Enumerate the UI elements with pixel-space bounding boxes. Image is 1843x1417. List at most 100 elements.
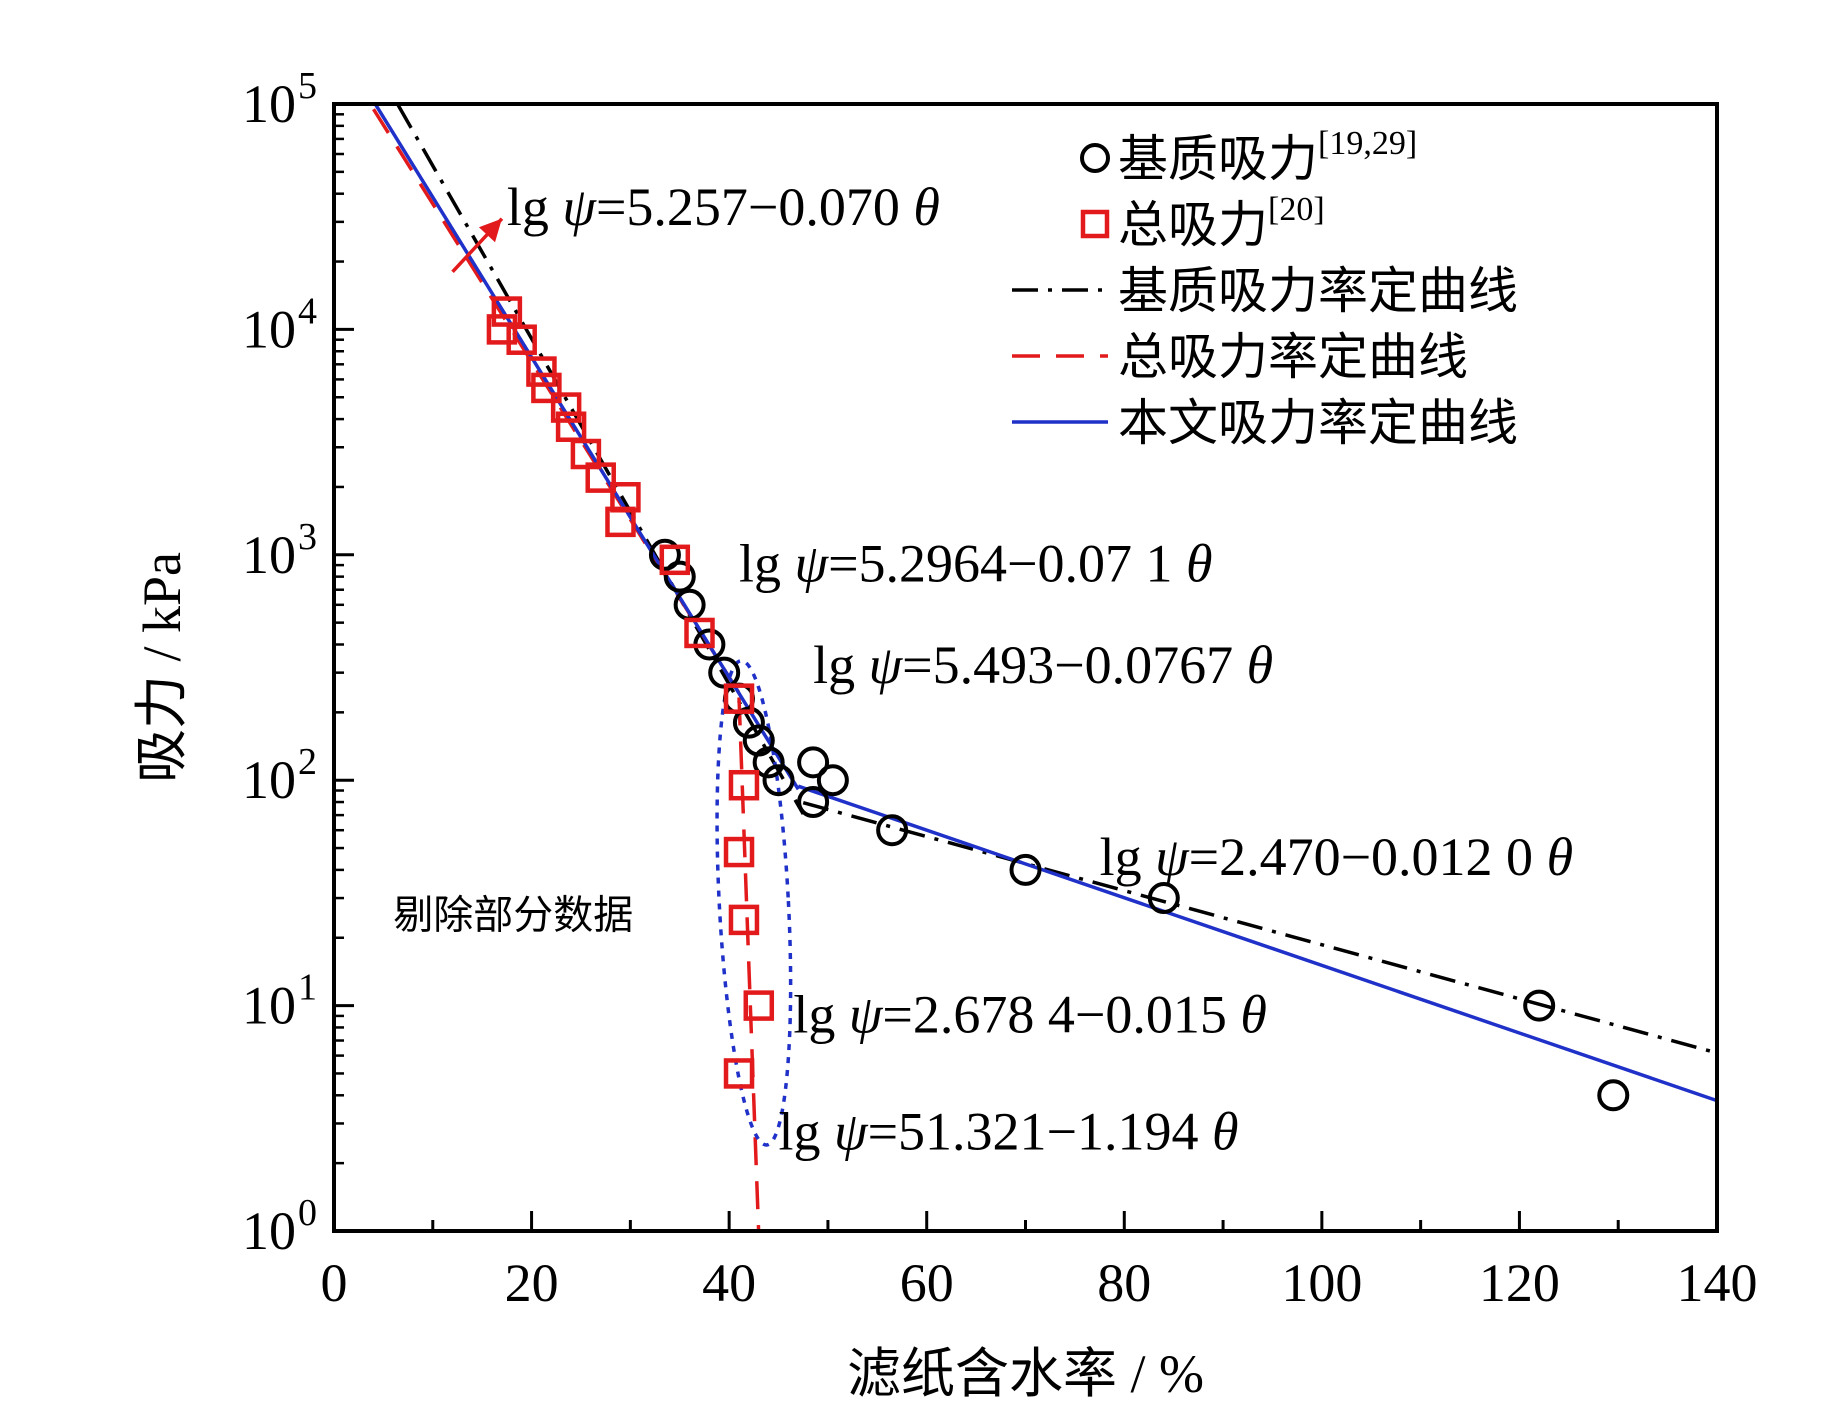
equation-rest: =5.257−0.070: [596, 177, 913, 237]
data-points: [486, 296, 1630, 1112]
total-suction-point: [605, 506, 636, 538]
y-tick-label: 10: [242, 299, 296, 359]
legend-name: 总吸力率定曲线: [1118, 329, 1468, 385]
equation-theta: θ: [1247, 635, 1274, 695]
x-tick-label: 140: [1677, 1253, 1758, 1313]
y-tick-exponent: 2: [298, 741, 317, 783]
equation-label: lg ψ=5.2964−0.07 1 θ: [739, 534, 1213, 594]
total-suction-point: [659, 544, 691, 576]
equation-psi: ψ: [869, 635, 904, 695]
curve-solid-segment: [373, 103, 800, 791]
equation-prefix: lg: [1100, 827, 1156, 887]
legend-label: 总吸力率定曲线: [1118, 329, 1468, 385]
equation-theta: θ: [913, 177, 940, 237]
equation-psi: ψ: [849, 984, 884, 1044]
equation-label: lg ψ=2.470−0.012 0 θ: [1100, 827, 1574, 887]
y-tick-exponent: 5: [298, 65, 317, 107]
equation-psi: ψ: [795, 534, 830, 594]
x-tick-label: 80: [1097, 1253, 1151, 1313]
equation-rest: =5.493−0.0767: [902, 635, 1246, 695]
total-suction-point: [486, 314, 518, 345]
equation-rest: =2.678 4−0.015: [882, 984, 1240, 1044]
x-tick-label: 120: [1479, 1253, 1560, 1313]
equation-rest: =51.321−1.194: [868, 1101, 1212, 1161]
x-tick-label: 40: [702, 1253, 756, 1313]
equation-prefix: lg: [779, 1101, 835, 1161]
equation-psi: ψ: [1155, 827, 1190, 887]
equation-rest: =5.2964−0.07 1: [828, 534, 1186, 594]
curve-solid-segment: [797, 784, 1718, 1103]
equation-theta: θ: [1547, 827, 1574, 887]
matric-suction-point: [732, 706, 765, 739]
equation-prefix: lg: [793, 984, 849, 1044]
total-suction-point: [728, 769, 760, 801]
total-suction-point: [550, 392, 582, 423]
total-suction-point: [585, 462, 616, 493]
legend-symbol-circle: [1080, 143, 1110, 173]
equation-theta: θ: [1186, 534, 1213, 594]
equation-prefix: lg: [507, 177, 563, 237]
matric-suction-point: [876, 814, 909, 847]
total-suction-point: [723, 683, 755, 714]
equation-rest: =2.470−0.012 0: [1189, 827, 1547, 887]
legend-reference: [19,29]: [1318, 125, 1417, 162]
y-tick-label: 10: [242, 525, 296, 585]
curve-dashed-segment: [737, 697, 761, 1232]
equation-arrow-head: [478, 218, 502, 243]
matric-suction-point: [663, 560, 696, 593]
legend-reference: [20]: [1268, 191, 1325, 228]
equation-label: lg ψ=5.493−0.0767 θ: [813, 635, 1273, 695]
equation-theta: θ: [1212, 1101, 1239, 1161]
total-suction-point: [723, 1058, 755, 1089]
equation-label: lg ψ=2.678 4−0.015 θ: [793, 984, 1267, 1044]
total-suction-point: [684, 617, 715, 649]
y-tick-label: 10: [242, 1201, 296, 1261]
excluded-data-annotation: 剔除部分数据: [393, 892, 633, 937]
total-suction-point: [531, 372, 562, 404]
y-tick-label: 10: [242, 750, 296, 810]
matric-suction-point: [762, 764, 795, 797]
total-suction-point: [526, 356, 557, 387]
equation-psi: ψ: [834, 1101, 869, 1161]
total-suction-point: [506, 324, 537, 355]
equation-arrow: [451, 217, 504, 274]
y-tick-exponent: 1: [298, 967, 317, 1009]
legend-name: 基质吸力: [1118, 131, 1318, 187]
total-suction-point: [728, 904, 760, 936]
legend: 基质吸力[19,29]总吸力[20]基质吸力率定曲线总吸力率定曲线本文吸力率定曲…: [1012, 125, 1518, 451]
total-suction-point: [723, 836, 755, 868]
x-tick-label: 100: [1281, 1253, 1362, 1313]
equation-labels: lg ψ=5.257−0.070 θlg ψ=5.2964−0.07 1 θlg…: [507, 177, 1573, 1161]
legend-label: 总吸力[20]: [1118, 191, 1325, 253]
x-axis-title: 滤纸含水率 / %: [847, 1344, 1204, 1404]
plot-frame: [332, 102, 1719, 1233]
matric-suction-point: [797, 786, 830, 819]
matric-suction-point: [797, 746, 830, 779]
x-tick-label: 60: [900, 1253, 954, 1313]
matric-suction-point: [648, 538, 681, 571]
legend-label: 基质吸力率定曲线: [1118, 263, 1518, 319]
legend-name: 总吸力: [1118, 197, 1268, 253]
excluded-data-region: [715, 658, 793, 1147]
legend-label: 本文吸力率定曲线: [1118, 395, 1518, 451]
total-suction-point: [743, 990, 775, 1021]
excluded-data-ellipse: [715, 658, 793, 1147]
x-tick-label: 20: [505, 1253, 559, 1313]
y-tick-label: 10: [242, 976, 296, 1036]
y-axis-title: 吸力 / kPa: [132, 552, 192, 783]
matric-suction-point: [1009, 853, 1042, 886]
legend-label: 基质吸力[19,29]: [1118, 125, 1417, 187]
matric-suction-point: [1597, 1079, 1630, 1112]
equation-psi: ψ: [562, 177, 597, 237]
y-tick-exponent: 3: [298, 516, 317, 558]
equation-label: lg ψ=5.257−0.070 θ: [507, 177, 940, 237]
matric-suction-point: [816, 764, 849, 797]
matric-suction-point: [1147, 882, 1180, 915]
curve-dashdot-segment: [802, 801, 1718, 1055]
legend-name: 基质吸力率定曲线: [1118, 263, 1518, 319]
legend-symbol-square: [1080, 209, 1110, 239]
y-tick-exponent: 0: [298, 1192, 317, 1234]
